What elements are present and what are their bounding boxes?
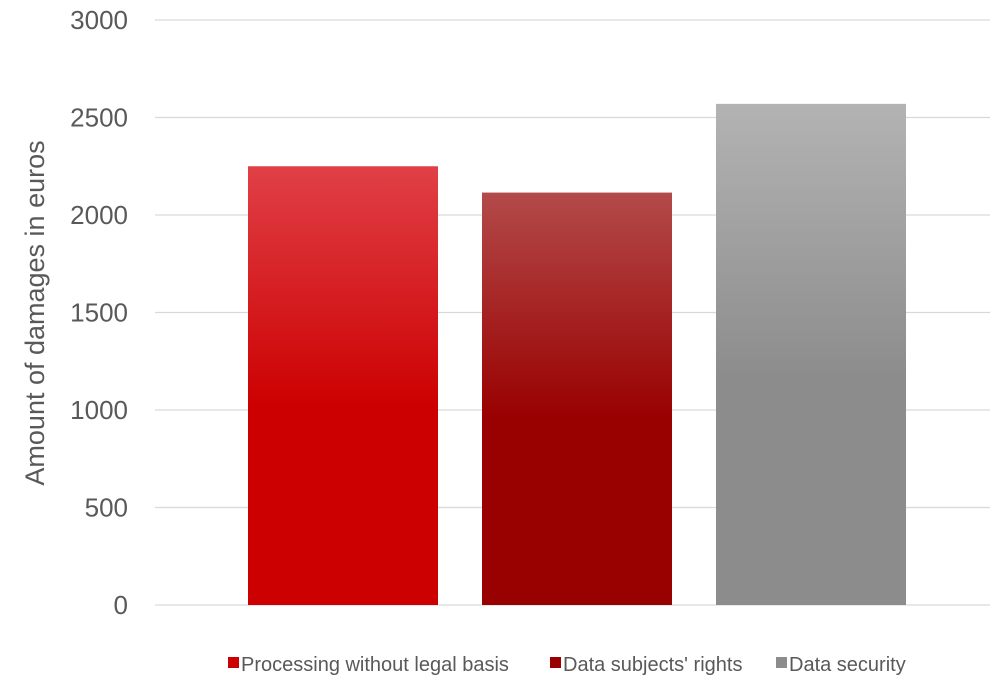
legend: Processing without legal basis Data subje… [228, 654, 906, 676]
legend-swatch [776, 657, 787, 668]
legend-label: Data subjects' rights [563, 654, 742, 676]
y-tick-label: 2000 [70, 200, 128, 230]
y-tick-label: 500 [85, 493, 128, 523]
bar-processing-without-legal-basis [248, 166, 438, 605]
y-tick-label: 0 [114, 590, 128, 620]
y-axis-ticks: 0 500 1000 1500 2000 2500 3000 [70, 5, 128, 620]
y-tick-label: 1000 [70, 395, 128, 425]
legend-label: Data security [789, 654, 906, 676]
legend-item: Data security [776, 654, 906, 676]
legend-item: Processing without legal basis [228, 654, 509, 676]
y-tick-label: 1500 [70, 298, 128, 328]
legend-label: Processing without legal basis [241, 654, 509, 676]
legend-swatch [228, 657, 239, 668]
legend-item: Data subjects' rights [550, 654, 742, 676]
bar-data-subjects-rights [482, 192, 672, 605]
y-axis-title: Amount of damages in euros [20, 140, 50, 485]
bar-data-security [716, 103, 906, 605]
y-tick-label: 2500 [70, 103, 128, 133]
legend-swatch [550, 657, 561, 668]
y-tick-label: 3000 [70, 5, 128, 35]
bars [248, 103, 906, 605]
